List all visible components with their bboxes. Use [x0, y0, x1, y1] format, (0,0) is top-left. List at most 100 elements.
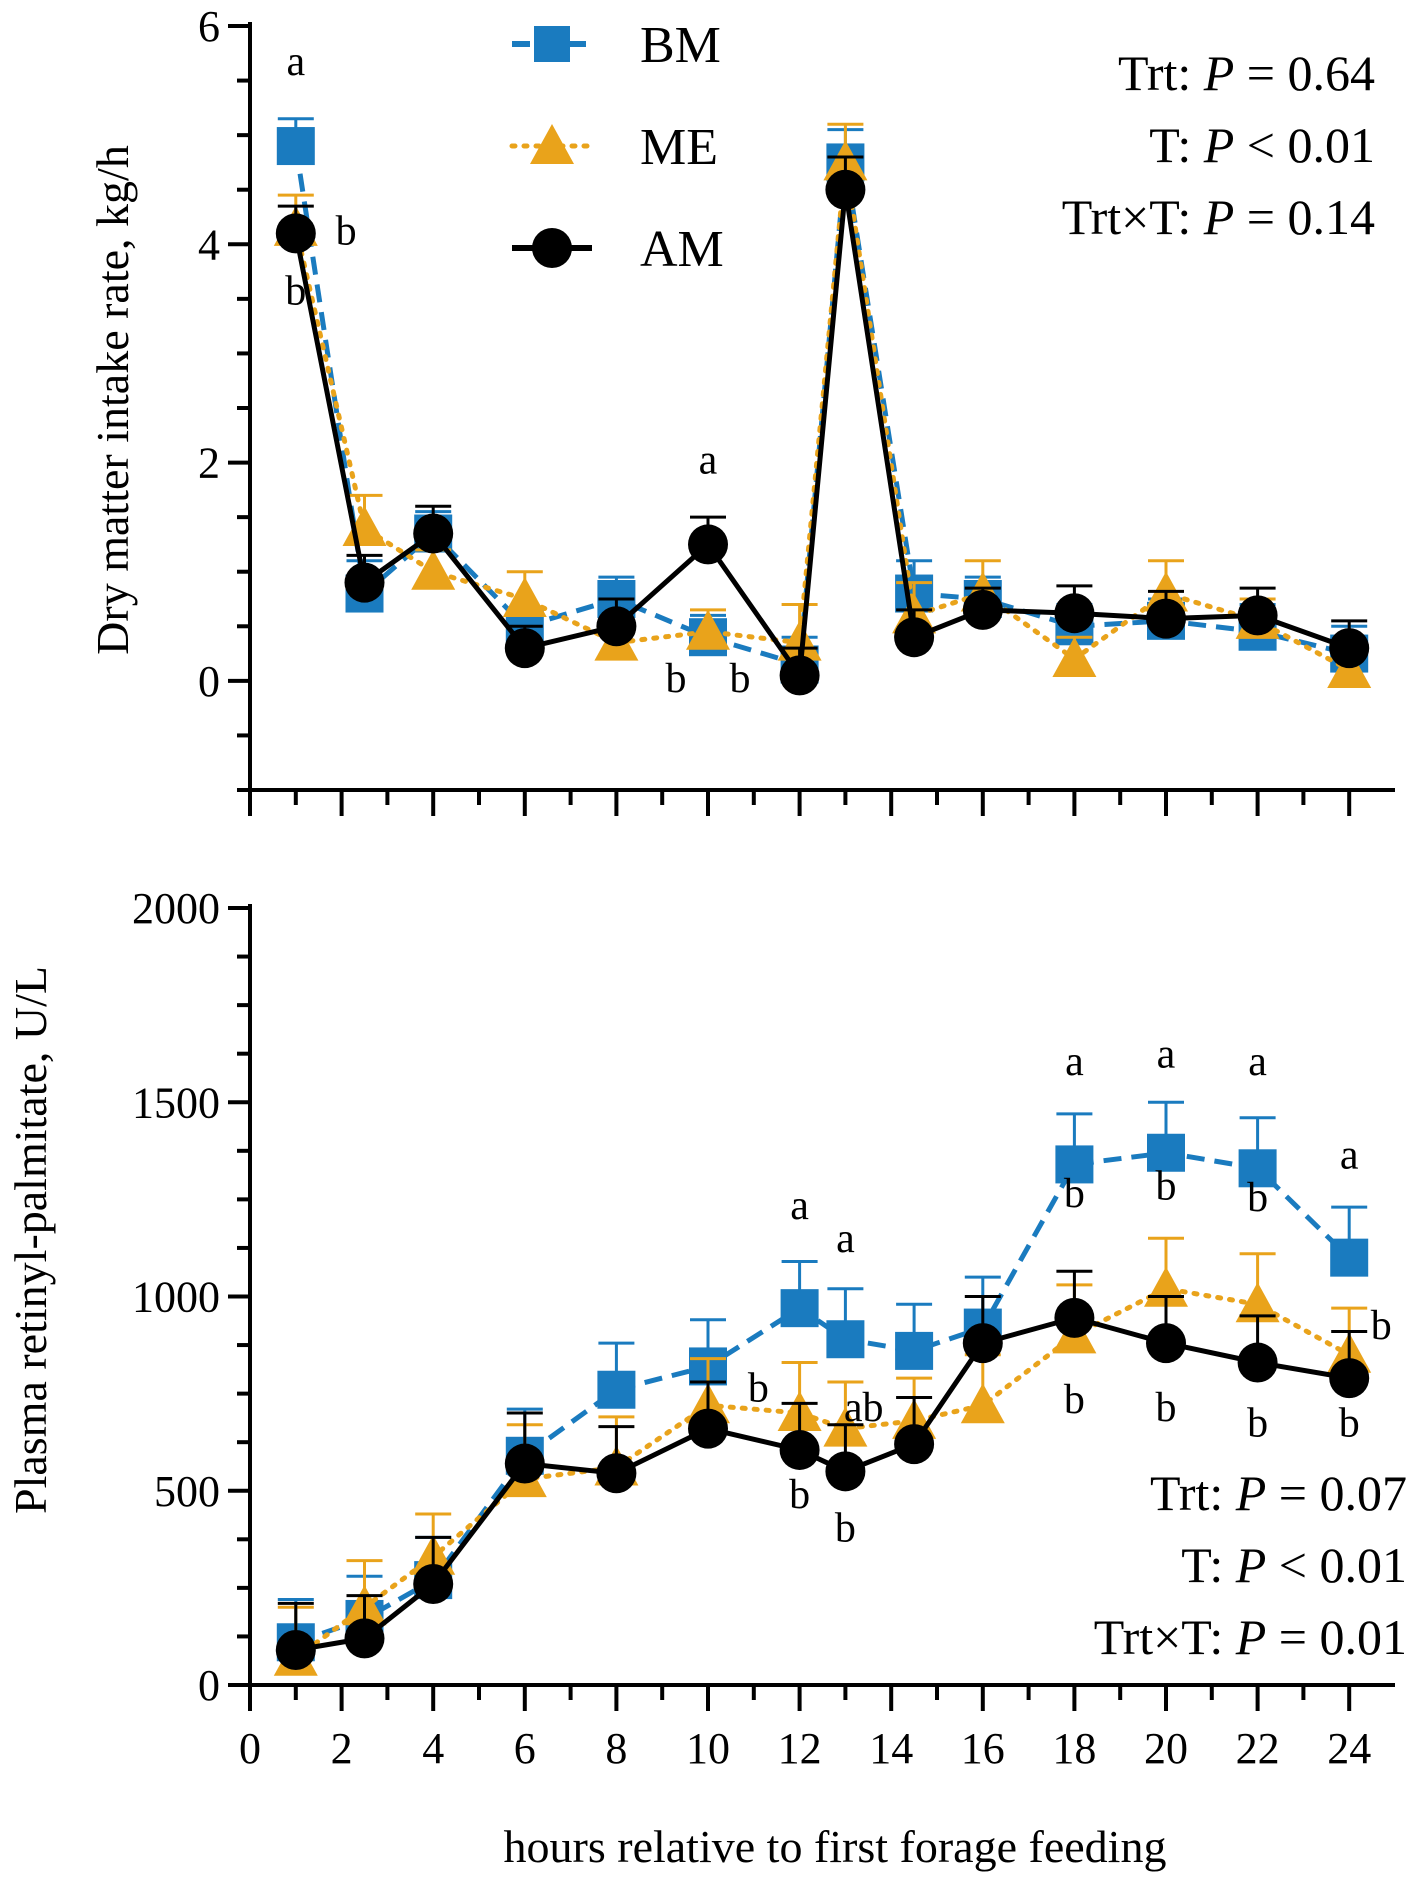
point-am: [1054, 1297, 1095, 1338]
y-tick-label: 500: [154, 1467, 220, 1516]
point-me: [502, 577, 547, 617]
x-tick-label: 22: [1236, 1724, 1280, 1773]
point-am: [825, 169, 866, 210]
y-tick-label: 2: [198, 439, 220, 488]
x-tick-label: 18: [1052, 1724, 1096, 1773]
x-tick-label: 16: [961, 1724, 1005, 1773]
point-am: [596, 1453, 637, 1494]
significance-letter: b: [1064, 1171, 1085, 1217]
y-tick-label: 4: [198, 220, 220, 269]
significance-letter: b: [1371, 1303, 1392, 1349]
stat-label: Trt:: [1118, 45, 1204, 101]
stat-value: = 0.64: [1234, 45, 1375, 101]
significance-letter: b: [1339, 1400, 1360, 1446]
stat-line: T: P < 0.01: [1181, 1537, 1407, 1593]
point-me: [1235, 1282, 1280, 1323]
stat-label: Trt:: [1150, 1465, 1236, 1521]
y-tick-label: 1000: [132, 1273, 220, 1322]
stat-p-symbol: P: [1235, 1609, 1267, 1665]
significance-letter: a: [836, 1216, 855, 1262]
legend-am-label: AM: [640, 221, 724, 278]
stat-p-symbol: P: [1203, 189, 1235, 245]
point-am: [962, 589, 1003, 630]
stat-p-symbol: P: [1203, 117, 1235, 173]
y-axis-label: Plasma retinyl-palmitate, U/L: [5, 966, 56, 1514]
point-am: [1054, 593, 1095, 634]
stat-line: Trt×T: P = 0.14: [1062, 189, 1375, 245]
point-bm: [826, 1320, 865, 1359]
legend: BM ME AM: [509, 17, 724, 278]
point-am: [894, 617, 935, 658]
point-am: [413, 1563, 454, 1604]
point-me: [1052, 637, 1097, 678]
stat-line: T: P < 0.01: [1149, 117, 1375, 173]
legend-me-marker: [530, 124, 574, 164]
point-bm: [1147, 1133, 1185, 1172]
stat-p-symbol: P: [1235, 1465, 1267, 1521]
y-tick-label: 0: [198, 1661, 220, 1710]
point-am: [1146, 1323, 1186, 1364]
point-bm: [1055, 1145, 1094, 1184]
point-am: [504, 1443, 545, 1484]
x-tick-label: 2: [331, 1724, 353, 1773]
point-am: [275, 1630, 316, 1671]
point-me: [960, 1383, 1005, 1424]
legend-me-label: ME: [640, 119, 718, 176]
stat-line: Trt×T: P = 0.01: [1094, 1609, 1407, 1665]
significance-letter: a: [699, 437, 718, 483]
stats-block: Trt: P = 0.07 T: P < 0.01 Trt×T: P = 0.01: [1094, 1465, 1407, 1665]
x-tick-label: 14: [869, 1724, 913, 1773]
point-am: [596, 606, 637, 647]
point-bm: [780, 1289, 819, 1328]
point-am: [413, 513, 454, 554]
point-am: [1237, 1342, 1278, 1383]
significance-letter: b: [665, 656, 686, 702]
point-am: [1329, 628, 1370, 669]
significance-letter: b: [1247, 1175, 1268, 1221]
stat-label: T:: [1149, 117, 1203, 173]
series-line-bm: [294, 1150, 1351, 1645]
x-axis-label: hours relative to first forage feeding: [504, 1821, 1167, 1872]
point-am: [779, 655, 820, 696]
significance-letter: b: [1064, 1377, 1085, 1423]
stats-block: Trt: P = 0.64 T: P < 0.01 Trt×T: P = 0.14: [1062, 45, 1375, 245]
stat-label: Trt×T:: [1062, 189, 1204, 245]
stat-line: Trt: P = 0.64: [1118, 45, 1375, 101]
point-am: [1146, 598, 1186, 639]
stat-value: < 0.01: [1266, 1537, 1407, 1593]
point-am: [1329, 1358, 1370, 1399]
series-line-am: [293, 187, 1351, 678]
point-am: [962, 1323, 1003, 1364]
stat-value: = 0.07: [1266, 1465, 1407, 1521]
significance-letter: a: [1157, 1031, 1176, 1077]
significance-letter: b: [336, 208, 357, 254]
significance-letter: b: [1247, 1400, 1268, 1446]
stat-p-symbol: P: [1235, 1537, 1267, 1593]
significance-letter: b: [285, 268, 306, 314]
x-tick-label: 6: [514, 1724, 536, 1773]
y-tick-label: 1500: [132, 1078, 220, 1127]
point-bm: [1238, 1149, 1277, 1188]
y-tick-label: 6: [198, 2, 220, 51]
point-bm: [597, 1370, 636, 1409]
series-am: [275, 1269, 1370, 1671]
significance-letter: b: [730, 656, 751, 702]
point-am: [275, 213, 316, 254]
x-tick-label: 10: [686, 1724, 730, 1773]
legend-item-am: AM: [512, 221, 724, 278]
legend-bm-marker: [534, 26, 570, 62]
x-tick-label: 20: [1144, 1724, 1188, 1773]
legend-item-me: ME: [509, 119, 718, 176]
y-tick-label: 0: [198, 657, 220, 706]
point-am: [688, 524, 728, 565]
point-me: [686, 609, 730, 650]
significance-letter: b: [1156, 1385, 1177, 1431]
stat-value: = 0.14: [1234, 189, 1375, 245]
legend-item-bm: BM: [512, 17, 721, 74]
point-am: [779, 1429, 820, 1470]
point-am: [688, 1408, 728, 1449]
x-tick-label: 12: [778, 1724, 822, 1773]
significance-letter: b: [789, 1472, 810, 1518]
x-tick-label: 24: [1327, 1724, 1371, 1773]
